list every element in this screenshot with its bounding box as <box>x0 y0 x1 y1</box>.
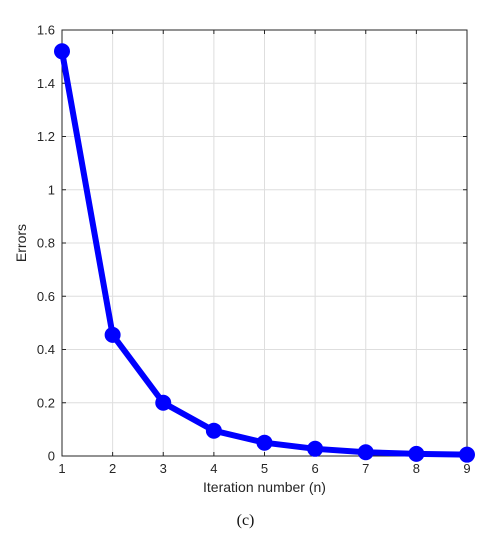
x-tick-label: 9 <box>463 461 470 476</box>
y-tick-label: 1.2 <box>37 129 55 144</box>
data-point <box>357 444 374 461</box>
data-point <box>408 445 425 462</box>
x-tick-label: 2 <box>109 461 116 476</box>
y-axis: 0 0.2 0.4 0.6 0.8 1 1.2 1.4 1.6 <box>37 23 467 464</box>
y-tick-label: 0.4 <box>37 342 55 357</box>
grid <box>61 29 468 457</box>
data-point <box>205 422 222 439</box>
data-point <box>104 326 121 343</box>
data-point <box>459 446 475 463</box>
data-point <box>307 440 324 457</box>
y-tick-label: 0.6 <box>37 289 55 304</box>
data-point <box>256 434 273 451</box>
y-tick-label: 0.2 <box>37 395 55 410</box>
y-axis-title: Errors <box>13 224 29 262</box>
x-tick-label: 4 <box>210 461 217 476</box>
chart: 1 2 3 4 5 6 7 8 9 0 0.2 0.4 0.6 0.8 1 1.2 1.4 1.6 Iterat… <box>13 23 475 495</box>
y-tick-label: 1 <box>48 182 55 197</box>
x-axis-title: Iteration number (n) <box>203 479 326 495</box>
data-point <box>54 43 70 60</box>
y-tick-label: 1.6 <box>37 23 55 38</box>
series <box>54 43 475 463</box>
data-point <box>155 394 172 411</box>
x-tick-label: 5 <box>261 461 268 476</box>
x-tick-label: 6 <box>312 461 319 476</box>
y-tick-label: 1.4 <box>37 76 55 91</box>
y-tick-label: 0 <box>48 449 55 464</box>
x-tick-label: 7 <box>362 461 369 476</box>
x-tick-label: 8 <box>413 461 420 476</box>
y-tick-label: 0.8 <box>37 236 55 251</box>
x-tick-label: 3 <box>160 461 167 476</box>
x-tick-label: 1 <box>58 461 65 476</box>
figure-caption: (c) <box>236 512 255 529</box>
